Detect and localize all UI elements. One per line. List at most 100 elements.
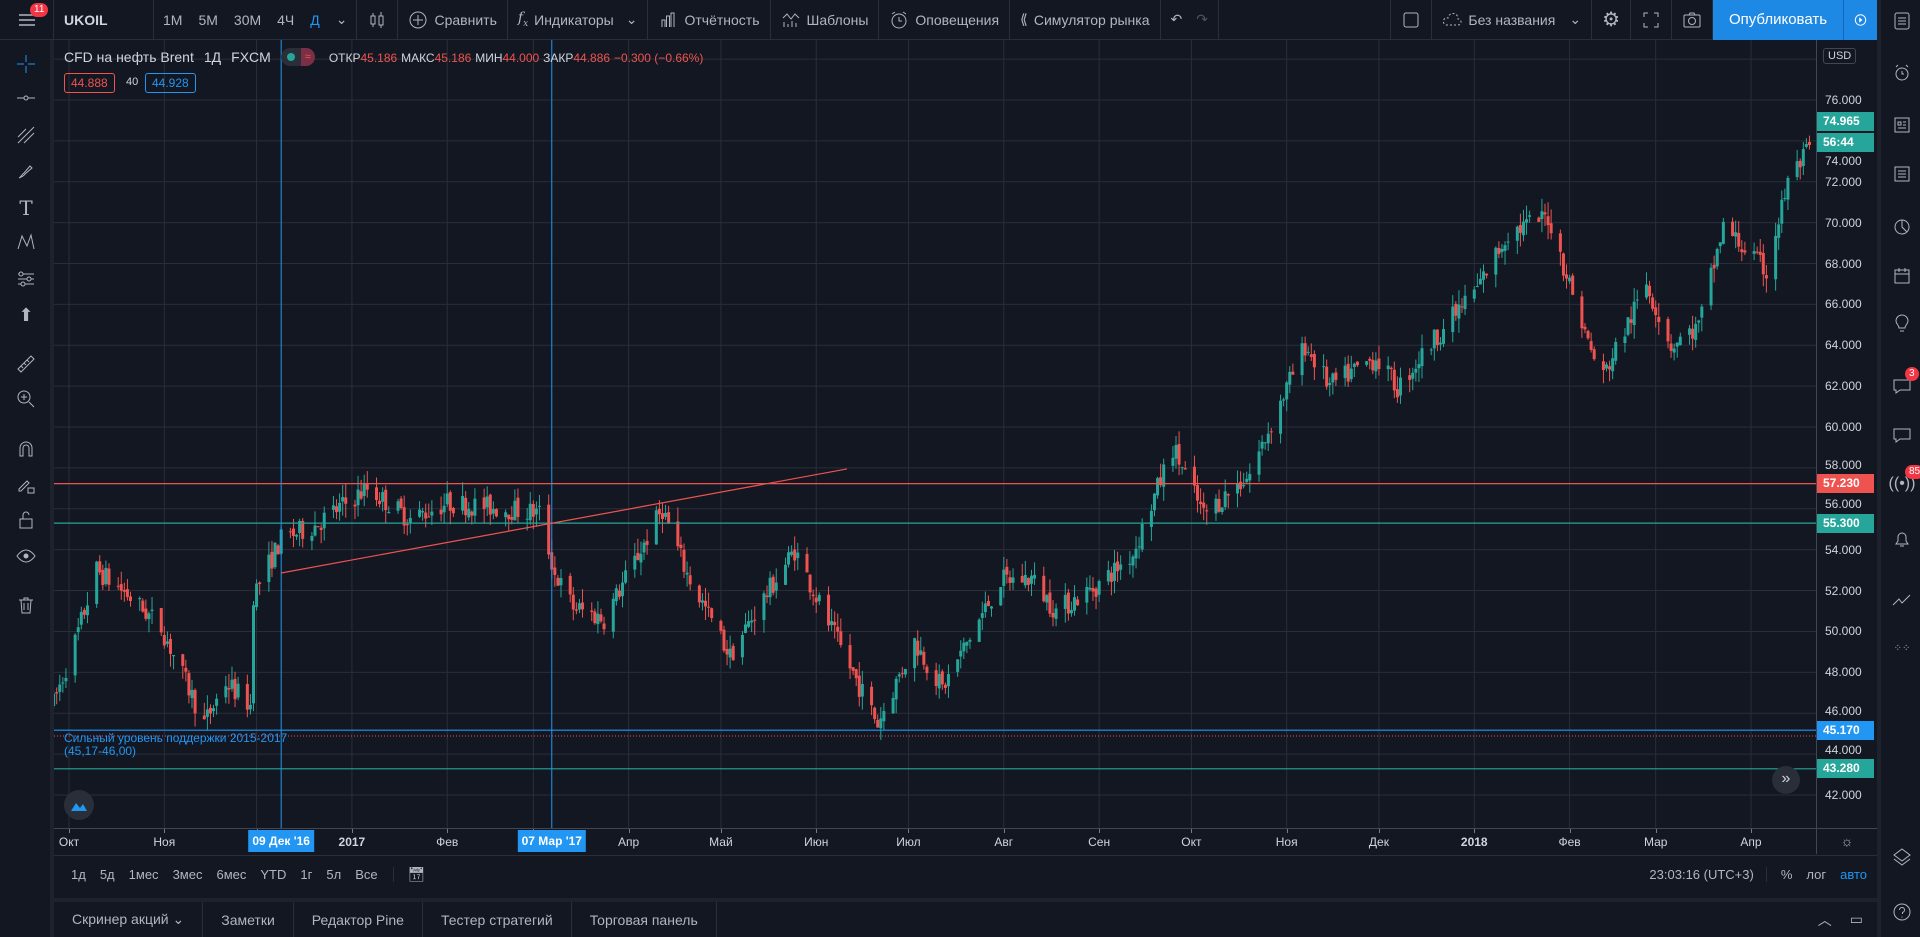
chart-type-button[interactable] xyxy=(357,0,399,40)
log-scale-toggle[interactable]: лог xyxy=(1806,867,1827,882)
candle-body xyxy=(1540,211,1544,220)
percent-scale-toggle[interactable]: % xyxy=(1780,867,1793,882)
candle-body xyxy=(202,715,206,720)
ideas-stream-button[interactable] xyxy=(1887,309,1917,339)
sliders-icon xyxy=(18,271,34,287)
range-button-Все[interactable]: Все xyxy=(355,867,378,882)
brush-tool[interactable] xyxy=(12,157,40,185)
pattern-tool[interactable] xyxy=(12,228,40,256)
interval-30m[interactable]: 30M xyxy=(233,11,262,28)
depth-button[interactable]: ⁘⁘ xyxy=(1887,634,1917,664)
candle-body xyxy=(728,648,732,658)
fullscreen-button[interactable] xyxy=(1631,0,1672,40)
zoom-tool[interactable] xyxy=(12,385,40,413)
range-button-1мес[interactable]: 1мес xyxy=(128,867,159,882)
watchlist-button[interactable] xyxy=(1887,6,1917,36)
notifications-button[interactable] xyxy=(1887,524,1917,554)
compare-button[interactable]: Сравнить xyxy=(398,0,508,40)
candle-body xyxy=(1020,576,1024,583)
layers-button[interactable] xyxy=(1887,842,1917,872)
remove-drawings-tool[interactable] xyxy=(12,591,40,619)
axis-settings-button[interactable]: ☼ xyxy=(1816,828,1877,854)
candle-body xyxy=(451,507,455,514)
magnet-tool[interactable] xyxy=(12,435,40,463)
prediction-tool[interactable] xyxy=(12,265,40,293)
layout-name-button[interactable]: Без названия ⌄ xyxy=(1432,0,1593,40)
order-panel-button[interactable] xyxy=(1887,585,1917,615)
private-chats-button[interactable] xyxy=(1887,420,1917,450)
candle-body xyxy=(965,641,969,646)
candle-body xyxy=(571,594,575,610)
range-button-6мес[interactable]: 6мес xyxy=(216,867,247,882)
range-button-YTD[interactable]: YTD xyxy=(260,867,287,882)
bottom-tab[interactable]: Скринер акций ⌄ xyxy=(54,902,204,937)
news-button[interactable] xyxy=(1887,110,1917,140)
candle-body xyxy=(753,619,757,621)
chevron-down-icon[interactable]: ⌄ xyxy=(335,11,348,27)
price-chart[interactable] xyxy=(54,40,1816,828)
currency-label[interactable]: USD xyxy=(1823,48,1857,64)
screenshot-button[interactable] xyxy=(1672,0,1713,40)
pitchfork-tool[interactable] xyxy=(12,121,40,149)
alerts-button[interactable]: Оповещения xyxy=(879,0,1011,40)
sell-price-button[interactable]: 44.888 xyxy=(64,73,115,93)
undo-icon[interactable]: ↶ xyxy=(1170,11,1183,27)
text-tool[interactable]: T xyxy=(12,194,40,222)
alerts-panel-button[interactable] xyxy=(1887,58,1917,88)
annotation-text[interactable]: Сильный уровень поддержки 2015-2017 (45,… xyxy=(64,732,287,758)
candle-body xyxy=(999,587,1003,606)
measure-tool[interactable] xyxy=(12,350,40,378)
candle-body xyxy=(144,608,148,619)
range-button-1д[interactable]: 1д xyxy=(71,867,86,882)
bottom-tab[interactable]: Торговая панель xyxy=(572,902,717,937)
hide-drawings-tool[interactable] xyxy=(12,542,40,570)
interval-4h[interactable]: 4Ч xyxy=(277,11,295,28)
auto-scale-toggle[interactable]: авто xyxy=(1840,867,1867,882)
range-button-5д[interactable]: 5д xyxy=(99,867,115,882)
calendar-button[interactable] xyxy=(1887,261,1917,291)
price-axis[interactable]: USD 74.965 56:44 57.230 55.300 45.170 43.280 4… xyxy=(1816,40,1877,828)
indicators-button[interactable]: fx Индикаторы ⌄ xyxy=(508,0,649,40)
financials-button[interactable]: Отчётность xyxy=(648,0,771,40)
layout-button[interactable] xyxy=(1390,0,1433,40)
interval-1m[interactable]: 1M xyxy=(163,11,183,28)
bottom-tab[interactable]: Редактор Pine xyxy=(294,902,423,937)
ideas-button[interactable]: ((•)) 85 xyxy=(1887,465,1920,499)
templates-button[interactable]: Шаблоны xyxy=(771,0,880,40)
candle-body xyxy=(676,521,680,547)
clock-time[interactable]: 23:03:16 (UTC+3) xyxy=(1649,867,1767,882)
icons-tool[interactable]: ⬆ xyxy=(12,301,40,329)
candle-body xyxy=(1248,473,1252,481)
date-range-icon[interactable]: 📅︎ xyxy=(407,866,426,882)
help-button[interactable] xyxy=(1887,897,1917,927)
candle-body xyxy=(378,500,382,505)
redo-icon[interactable]: ↷ xyxy=(1196,11,1208,27)
symbol-search[interactable]: UKOIL xyxy=(54,0,154,40)
publish-menu-button[interactable] xyxy=(1843,0,1877,40)
replay-button[interactable]: ⟪ Симулятор рынка xyxy=(1010,0,1161,40)
interval-1d[interactable]: Д xyxy=(310,11,320,28)
trend-line-tool[interactable] xyxy=(12,84,40,112)
interval-5m[interactable]: 5M xyxy=(198,11,218,28)
range-button-5л[interactable]: 5л xyxy=(326,867,342,882)
hotlists-button[interactable] xyxy=(1887,212,1917,242)
buy-price-button[interactable]: 44.928 xyxy=(145,73,196,93)
crosshair-tool[interactable] xyxy=(12,50,40,78)
maximize-panel-icon[interactable]: ▭ xyxy=(1849,911,1863,927)
tradingview-logo-button[interactable] xyxy=(64,790,94,820)
bottom-tab[interactable]: Заметки xyxy=(203,902,294,937)
stay-in-drawing-tool[interactable] xyxy=(12,471,40,499)
range-button-1г[interactable]: 1г xyxy=(300,867,313,882)
bottom-tab[interactable]: Тестер стратегий xyxy=(423,902,572,937)
range-button-3мес[interactable]: 3мес xyxy=(172,867,203,882)
data-window-button[interactable] xyxy=(1887,159,1917,189)
settings-button[interactable]: ⚙ xyxy=(1592,0,1631,40)
market-status-toggle[interactable]: ≈ xyxy=(280,48,315,66)
time-axis[interactable]: Окт Ноя 2017 Фев Апр Май Июн Июл Авг Сен Окт Ноя Дек… xyxy=(54,828,1816,854)
chats-button[interactable]: 3 xyxy=(1887,367,1919,401)
scroll-to-realtime-button[interactable]: » xyxy=(1772,766,1800,794)
chevron-up-icon[interactable]: ︿ xyxy=(1817,911,1832,928)
main-menu-button[interactable]: 11 xyxy=(0,0,54,40)
publish-button[interactable]: Опубликовать xyxy=(1713,0,1843,40)
lock-drawings-tool[interactable] xyxy=(12,506,40,534)
